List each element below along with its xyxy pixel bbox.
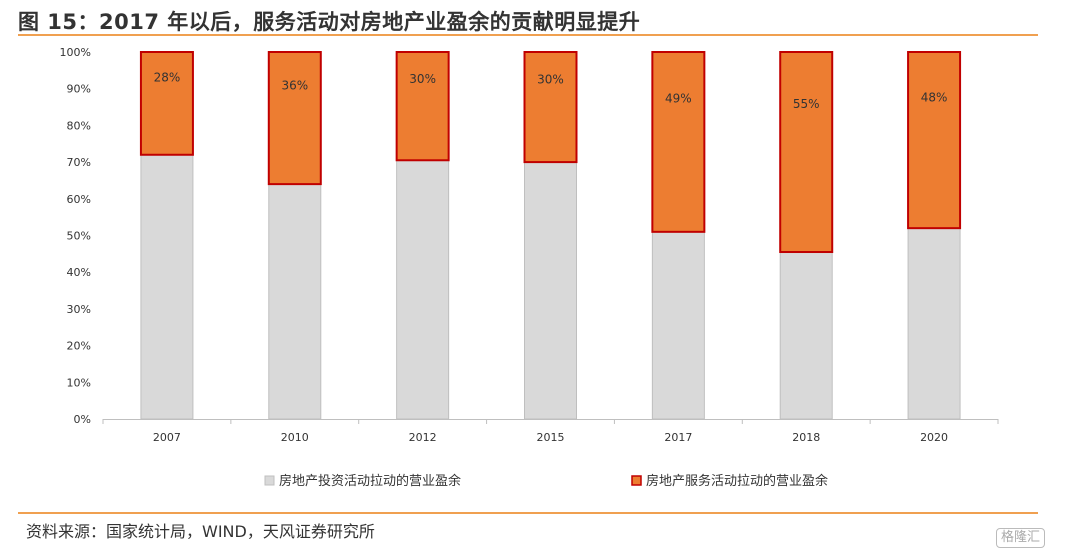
bar-data-label: 49% xyxy=(665,92,692,106)
bar-data-label: 48% xyxy=(921,91,948,105)
bars: 28% 36% 30% 30% 49% 55% 48% xyxy=(139,51,962,420)
bar-investment xyxy=(140,154,194,420)
bar-service xyxy=(651,51,706,233)
bar-service xyxy=(907,51,962,230)
legend-label: 房地产服务活动拉动的营业盈余 xyxy=(646,473,828,489)
x-tick-label: 2012 xyxy=(409,431,437,444)
bar-service xyxy=(523,51,578,164)
source-note: 资料来源：国家统计局，WIND，天风证券研究所 xyxy=(26,522,375,541)
bar-service xyxy=(267,51,322,186)
legend-swatch xyxy=(631,475,642,486)
x-tick-label: 2010 xyxy=(281,431,309,444)
y-tick-label: 20% xyxy=(67,340,91,353)
legend: 房地产投资活动拉动的营业盈余 房地产服务活动拉动的营业盈余 xyxy=(264,473,828,489)
bar-investment xyxy=(907,227,961,420)
y-axis: 0% 10% 20% 30% 40% 50% 60% 70% 80% 90% 100% xyxy=(60,46,91,426)
bar-data-label: 36% xyxy=(281,79,308,93)
source-rule xyxy=(18,512,1038,514)
bar-data-label: 55% xyxy=(793,97,820,111)
chart-title: 图 15：2017 年以后，服务活动对房地产业盈余的贡献明显提升 xyxy=(18,10,641,34)
y-tick-label: 90% xyxy=(67,83,91,96)
bar-investment xyxy=(779,251,833,420)
bar-data-label: 28% xyxy=(154,71,181,85)
y-tick-label: 0% xyxy=(74,413,91,426)
bar-investment xyxy=(524,161,577,420)
watermark-logo: 格隆汇 xyxy=(996,528,1046,548)
bar-investment xyxy=(268,183,322,420)
y-tick-label: 60% xyxy=(67,193,91,206)
bar-investment xyxy=(651,231,705,420)
bar-investment xyxy=(396,159,450,420)
x-tick-label: 2015 xyxy=(537,431,565,444)
x-axis: 2007 2010 2012 2015 2017 2018 2020 xyxy=(102,419,999,444)
y-tick-label: 100% xyxy=(60,46,91,59)
y-tick-label: 50% xyxy=(67,230,91,243)
x-tick-label: 2018 xyxy=(792,431,820,444)
x-tick-label: 2020 xyxy=(920,431,948,444)
y-tick-label: 10% xyxy=(67,376,91,389)
y-tick-label: 40% xyxy=(67,266,91,279)
bar-service xyxy=(779,51,834,254)
bar-service xyxy=(139,51,194,156)
x-tick-label: 2007 xyxy=(153,431,181,444)
bar-data-label: 30% xyxy=(409,72,436,86)
y-tick-label: 80% xyxy=(67,119,91,132)
x-tick-label: 2017 xyxy=(664,431,692,444)
legend-swatch xyxy=(264,475,275,486)
legend-label: 房地产投资活动拉动的营业盈余 xyxy=(279,473,461,489)
title-rule xyxy=(18,34,1038,36)
bar-service xyxy=(395,51,450,162)
bar-data-label: 30% xyxy=(537,73,564,87)
y-tick-label: 70% xyxy=(67,156,91,169)
y-tick-label: 30% xyxy=(67,303,91,316)
